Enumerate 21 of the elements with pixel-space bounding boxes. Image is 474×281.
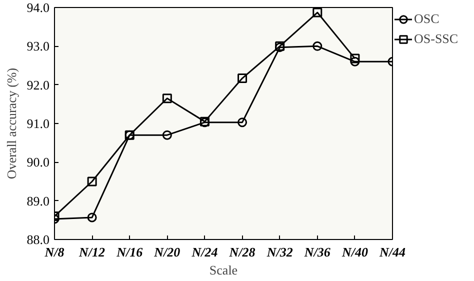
x-tick-label: N/20 bbox=[153, 244, 181, 260]
y-tick-label: 88.0 bbox=[26, 232, 50, 247]
x-tick-label: N/8 bbox=[44, 244, 65, 260]
x-tick-label: N/32 bbox=[266, 244, 294, 260]
y-tick-label: 94.0 bbox=[26, 0, 50, 15]
legend-label: OSC bbox=[414, 11, 440, 27]
x-tick-label: N/12 bbox=[78, 244, 106, 260]
y-tick-label: 89.0 bbox=[26, 193, 50, 208]
y-tick-label: 93.0 bbox=[26, 38, 50, 54]
x-tick-label: N/28 bbox=[228, 244, 256, 260]
x-tick-label: N/36 bbox=[303, 244, 331, 260]
x-tick-label: N/16 bbox=[116, 244, 144, 260]
legend-label: OS-SSC bbox=[414, 31, 458, 47]
y-tick-label: 91.0 bbox=[26, 116, 50, 131]
y-tick-label: 90.0 bbox=[26, 154, 50, 170]
x-tick-label: N/40 bbox=[340, 244, 368, 260]
y-axis-title: Overall accuracy (%) bbox=[4, 68, 19, 180]
x-tick-label: N/44 bbox=[378, 244, 406, 260]
x-tick-label: N/24 bbox=[190, 244, 218, 260]
y-tick-label: 92.0 bbox=[26, 77, 50, 92]
x-axis-title: Scale bbox=[209, 262, 238, 278]
